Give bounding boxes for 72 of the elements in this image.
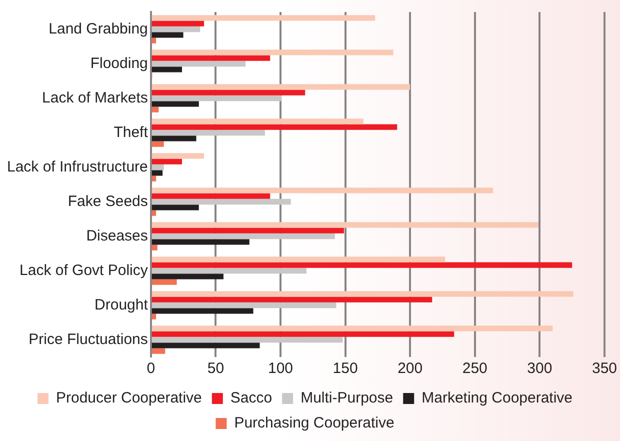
bar [152, 90, 306, 96]
bar [152, 204, 199, 210]
bar [152, 55, 270, 61]
x-tick-label: 150 [332, 360, 358, 378]
x-tick-label: 50 [207, 360, 224, 378]
legend-label: Sacco [230, 390, 272, 407]
bar [152, 222, 538, 228]
y-tick-label: Lack of Markets [42, 89, 148, 106]
bar [152, 95, 282, 102]
bar [152, 198, 291, 205]
bar [152, 170, 163, 176]
x-tick-label: 250 [462, 360, 488, 378]
bar [152, 50, 394, 56]
bar [152, 291, 574, 297]
legend-label: Marketing Cooperative [422, 390, 573, 407]
bar [152, 153, 204, 159]
bar [152, 348, 166, 354]
y-tick-label: Land Grabbing [48, 20, 148, 38]
bar [152, 106, 159, 112]
x-tick-label: 100 [268, 360, 294, 378]
bar [152, 188, 494, 194]
bar [152, 164, 164, 170]
bar [152, 314, 156, 320]
legend-label: Producer Cooperative [56, 390, 202, 407]
bar [152, 136, 196, 142]
y-tick-label: Lack of Govt Policy [20, 262, 148, 279]
bar [152, 124, 398, 130]
bar [152, 66, 182, 72]
bar [152, 342, 260, 348]
bar [152, 279, 177, 285]
y-tick-label: Price Fluctuations [28, 330, 148, 348]
legend-label: Multi-Purpose [300, 390, 394, 407]
y-tick-label: Diseases [86, 227, 148, 244]
bar [152, 118, 364, 124]
bar [152, 60, 246, 67]
bar [152, 84, 410, 90]
x-tick-label: 350 [592, 360, 617, 378]
bar [152, 101, 199, 107]
bar [152, 210, 156, 216]
bar [152, 158, 182, 164]
bar [152, 262, 572, 268]
bar [152, 233, 335, 240]
bar [152, 26, 200, 32]
y-tick-label: Drought [94, 296, 149, 314]
y-tick-label: Theft [114, 124, 149, 141]
bar [152, 336, 343, 343]
bar [152, 228, 344, 234]
bar [152, 141, 164, 147]
bar [152, 176, 156, 182]
bar [152, 38, 156, 44]
y-tick-label: Lack of Infrustructure [6, 158, 148, 176]
bar [152, 239, 250, 245]
bar [152, 331, 454, 337]
bar [152, 193, 270, 199]
x-tick-label: 200 [398, 360, 423, 378]
bar [152, 302, 336, 308]
y-tick-label: Fake Seeds [68, 192, 148, 210]
bar [152, 296, 432, 302]
bar [152, 32, 184, 38]
legend-label: Purchasing Cooperative [234, 414, 394, 432]
bar [152, 15, 376, 21]
bar [152, 326, 553, 332]
x-tick-label: 300 [527, 360, 552, 378]
bar [152, 244, 158, 250]
bar [152, 130, 265, 136]
y-tick-label: Flooding [90, 54, 148, 72]
bar [152, 268, 306, 274]
bar [152, 308, 254, 314]
bar [152, 274, 224, 280]
bar [152, 20, 204, 26]
bar [152, 256, 446, 262]
x-tick-label: 0 [146, 360, 156, 378]
